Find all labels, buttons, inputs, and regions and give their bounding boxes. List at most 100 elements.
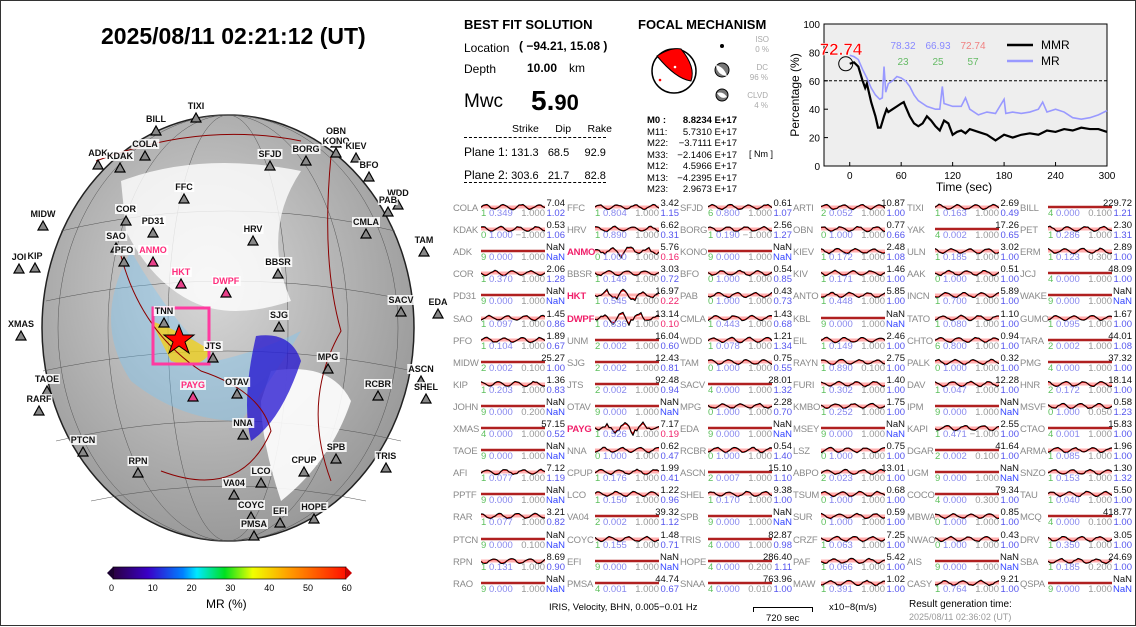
waveform-cell[interactable]: WDD 1.21 1 0.078 1.000 1.34 [680,331,794,353]
station-triangle-icon[interactable] [371,389,385,401]
waveform-cell[interactable]: JTS 92.48 2 0.002 1.000 0.94 [567,375,681,397]
waveform-cell[interactable]: GUMO 1.67 1 0.095 1.000 1.00 [1020,309,1134,331]
map-station-label[interactable]: PAYG [179,380,207,390]
map-station-label[interactable]: PFO [113,245,135,255]
waveform-cell[interactable]: CPUP 1.99 1 0.176 1.000 0.41 [567,463,681,485]
waveform-cell[interactable]: SACV 28.01 4 0.000 1.000 1.32 [680,375,794,397]
waveform-cell[interactable]: ABPO 13.01 2 0.023 1.000 1.00 [793,463,907,485]
station-triangle-icon[interactable] [230,387,244,399]
waveform-cell[interactable]: MPG 2.28 0 1.000 1.000 0.70 [680,397,794,419]
map-station-label[interactable]: SPB [325,442,347,452]
map-station-label[interactable]: TNN [153,306,175,316]
station-triangle-icon[interactable] [254,476,268,488]
map-station-label[interactable]: MIDW [29,209,57,219]
map-station-label[interactable]: CMLA [352,217,380,227]
waveform-cell[interactable]: LCO 1.22 1 0.150 1.000 0.96 [567,485,681,507]
map-station-label[interactable]: KIP [26,251,44,261]
station-triangle-icon[interactable] [131,466,145,478]
waveform-cell[interactable]: SAO 1.45 1 0.097 1.000 0.86 [453,309,567,331]
station-triangle-icon[interactable] [419,392,433,404]
map-station-label[interactable]: ASCN [407,364,435,374]
waveform-cell[interactable]: UGM NaN 9 0.000 1.000 NaN [907,463,1021,485]
waveform-cell[interactable]: AFI 7.12 1 0.077 1.000 1.19 [453,463,567,485]
waveform-cell[interactable]: BFO 0.54 0 1.000 1.000 0.85 [680,264,794,286]
waveform-cell[interactable]: QSPA NaN 9 0.000 1.000 NaN [1020,574,1134,596]
waveform-cell[interactable]: SBA 24.69 1 0.185 0.200 1.00 [1020,552,1134,574]
map-station-label[interactable]: XMAS [6,319,36,329]
waveform-cell[interactable]: MIDW 25.27 2 0.002 0.100 1.00 [453,353,567,375]
map-station-label[interactable]: OTAV [224,377,250,387]
waveform-cell[interactable]: LSZ 0.75 0 1.000 1.000 1.00 [793,441,907,463]
map-station-label[interactable]: FFC [174,182,194,192]
station-triangle-icon[interactable] [149,124,163,136]
waveform-cell[interactable]: BORG 2.56 1 0.190 −1.000 1.27 [680,220,794,242]
waveform-cell[interactable]: JCJ 48.09 4 0.000 1.000 1.00 [1020,264,1134,286]
station-triangle-icon[interactable] [227,488,241,500]
station-triangle-icon[interactable] [381,205,395,217]
waveform-cell[interactable]: AAK 0.51 0 1.000 1.000 1.00 [907,264,1021,286]
station-triangle-icon[interactable] [272,320,286,332]
map-station-label[interactable]: COLA [131,139,159,149]
waveform-cell[interactable]: PET 2.30 1 0.286 1.000 1.31 [1020,220,1134,242]
station-triangle-icon[interactable] [117,255,131,267]
waveform-cell[interactable]: TATO 1.10 1 0.080 1.000 1.00 [907,309,1021,331]
map-station-label[interactable]: KDAK [106,151,134,161]
waveform-cell[interactable]: HNR 18.14 2 0.172 1.000 1.00 [1020,375,1134,397]
station-triangle-icon[interactable] [219,286,233,298]
station-triangle-icon[interactable] [379,461,393,473]
map-station-label[interactable]: TAM [413,235,435,245]
station-triangle-icon[interactable] [359,227,373,239]
waveform-cell[interactable]: ULN 3.02 1 0.185 1.000 1.00 [907,242,1021,264]
waveform-cell[interactable]: KONO NaN 9 0.000 1.000 NaN [680,242,794,264]
waveform-cell[interactable]: COYC 1.48 1 0.155 1.000 0.71 [567,530,681,552]
waveform-cell[interactable]: CMLA 1.43 1 0.443 1.000 0.68 [680,309,794,331]
map-station-label[interactable]: BBSR [264,257,292,267]
waveform-cell[interactable]: RAR 3.21 1 0.077 1.000 0.82 [453,507,567,529]
map-station-label[interactable]: SFJD [257,149,283,159]
station-triangle-icon[interactable] [32,404,46,416]
map-station-label[interactable]: COR [115,204,137,214]
station-triangle-icon[interactable] [271,267,285,279]
waveform-cell[interactable]: EDA NaN 9 0.000 1.000 NaN [680,419,794,441]
map-station-label[interactable]: CPUP [290,455,318,465]
map-station-label[interactable]: BILL [145,114,167,124]
waveform-cell[interactable]: TSUM 0.68 0 1.000 1.000 1.00 [793,485,907,507]
waveform-cell[interactable]: MAW 1.02 1 0.391 1.000 1.00 [793,574,907,596]
station-triangle-icon[interactable] [186,390,200,402]
station-triangle-icon[interactable] [263,159,277,171]
waveform-cell[interactable]: TAOE NaN 9 0.000 1.000 NaN [453,441,567,463]
waveform-cell[interactable]: FFC 3.42 1 0.804 1.000 1.15 [567,198,681,220]
waveform-cell[interactable]: HOPE 286.40 4 0.000 0.200 1.11 [680,552,794,574]
waveform-cell[interactable]: ADK NaN 9 0.000 1.000 NaN [453,242,567,264]
waveform-cell[interactable]: PPTF NaN 9 0.000 1.000 NaN [453,485,567,507]
waveform-cell[interactable]: SNZO 1.30 1 0.153 1.000 1.32 [1020,463,1134,485]
waveform-cell[interactable]: JOHN NaN 9 0.000 0.200 NaN [453,397,567,419]
waveform-cell[interactable]: VA04 39.32 2 0.002 1.000 1.12 [567,507,681,529]
waveform-cell[interactable]: CASY 9.21 1 0.764 1.000 1.00 [907,574,1021,596]
station-triangle-icon[interactable] [177,192,191,204]
map-station-label[interactable]: ANMO [138,245,168,255]
waveform-cell[interactable]: WAKE NaN 9 0.000 1.000 NaN [1020,286,1134,308]
station-triangle-icon[interactable] [12,262,26,274]
map-station-label[interactable]: EFI [271,506,289,516]
map-station-label[interactable]: TAOE [33,374,61,384]
station-triangle-icon[interactable] [189,111,203,123]
waveform-cell[interactable]: RAYN 2.75 1 0.890 0.100 1.00 [793,353,907,375]
map-station-label[interactable]: HOPE [300,502,328,512]
waveform-cell[interactable]: KIP 1.36 1 0.203 1.000 0.83 [453,375,567,397]
station-triangle-icon[interactable] [297,465,311,477]
waveform-cell[interactable]: OBN 0.77 0 1.000 1.000 0.66 [793,220,907,242]
station-triangle-icon[interactable] [113,161,127,173]
waveform-cell[interactable]: PALK 0.32 0 1.000 1.000 1.00 [907,353,1021,375]
map-station-label[interactable]: OBN [325,126,347,136]
map-station-label[interactable]: MPG [316,352,340,362]
waveform-cell[interactable]: UNM 16.04 2 0.002 1.000 0.60 [567,331,681,353]
waveform-cell[interactable]: PMG 37.32 4 0.000 1.000 1.00 [1020,353,1134,375]
waveform-cell[interactable]: RPN 8.69 1 0.131 1.000 0.90 [453,552,567,574]
map-station-label[interactable]: COYC [236,500,266,510]
station-triangle-icon[interactable] [146,226,160,238]
map-station-label[interactable]: BFO [358,160,380,170]
map-station-label[interactable]: HKT [170,267,192,277]
waveform-cell[interactable]: COLA 7.04 1 0.349 1.000 1.02 [453,198,567,220]
waveform-cell[interactable]: CHTO 0.94 6 0.800 1.000 1.00 [907,331,1021,353]
